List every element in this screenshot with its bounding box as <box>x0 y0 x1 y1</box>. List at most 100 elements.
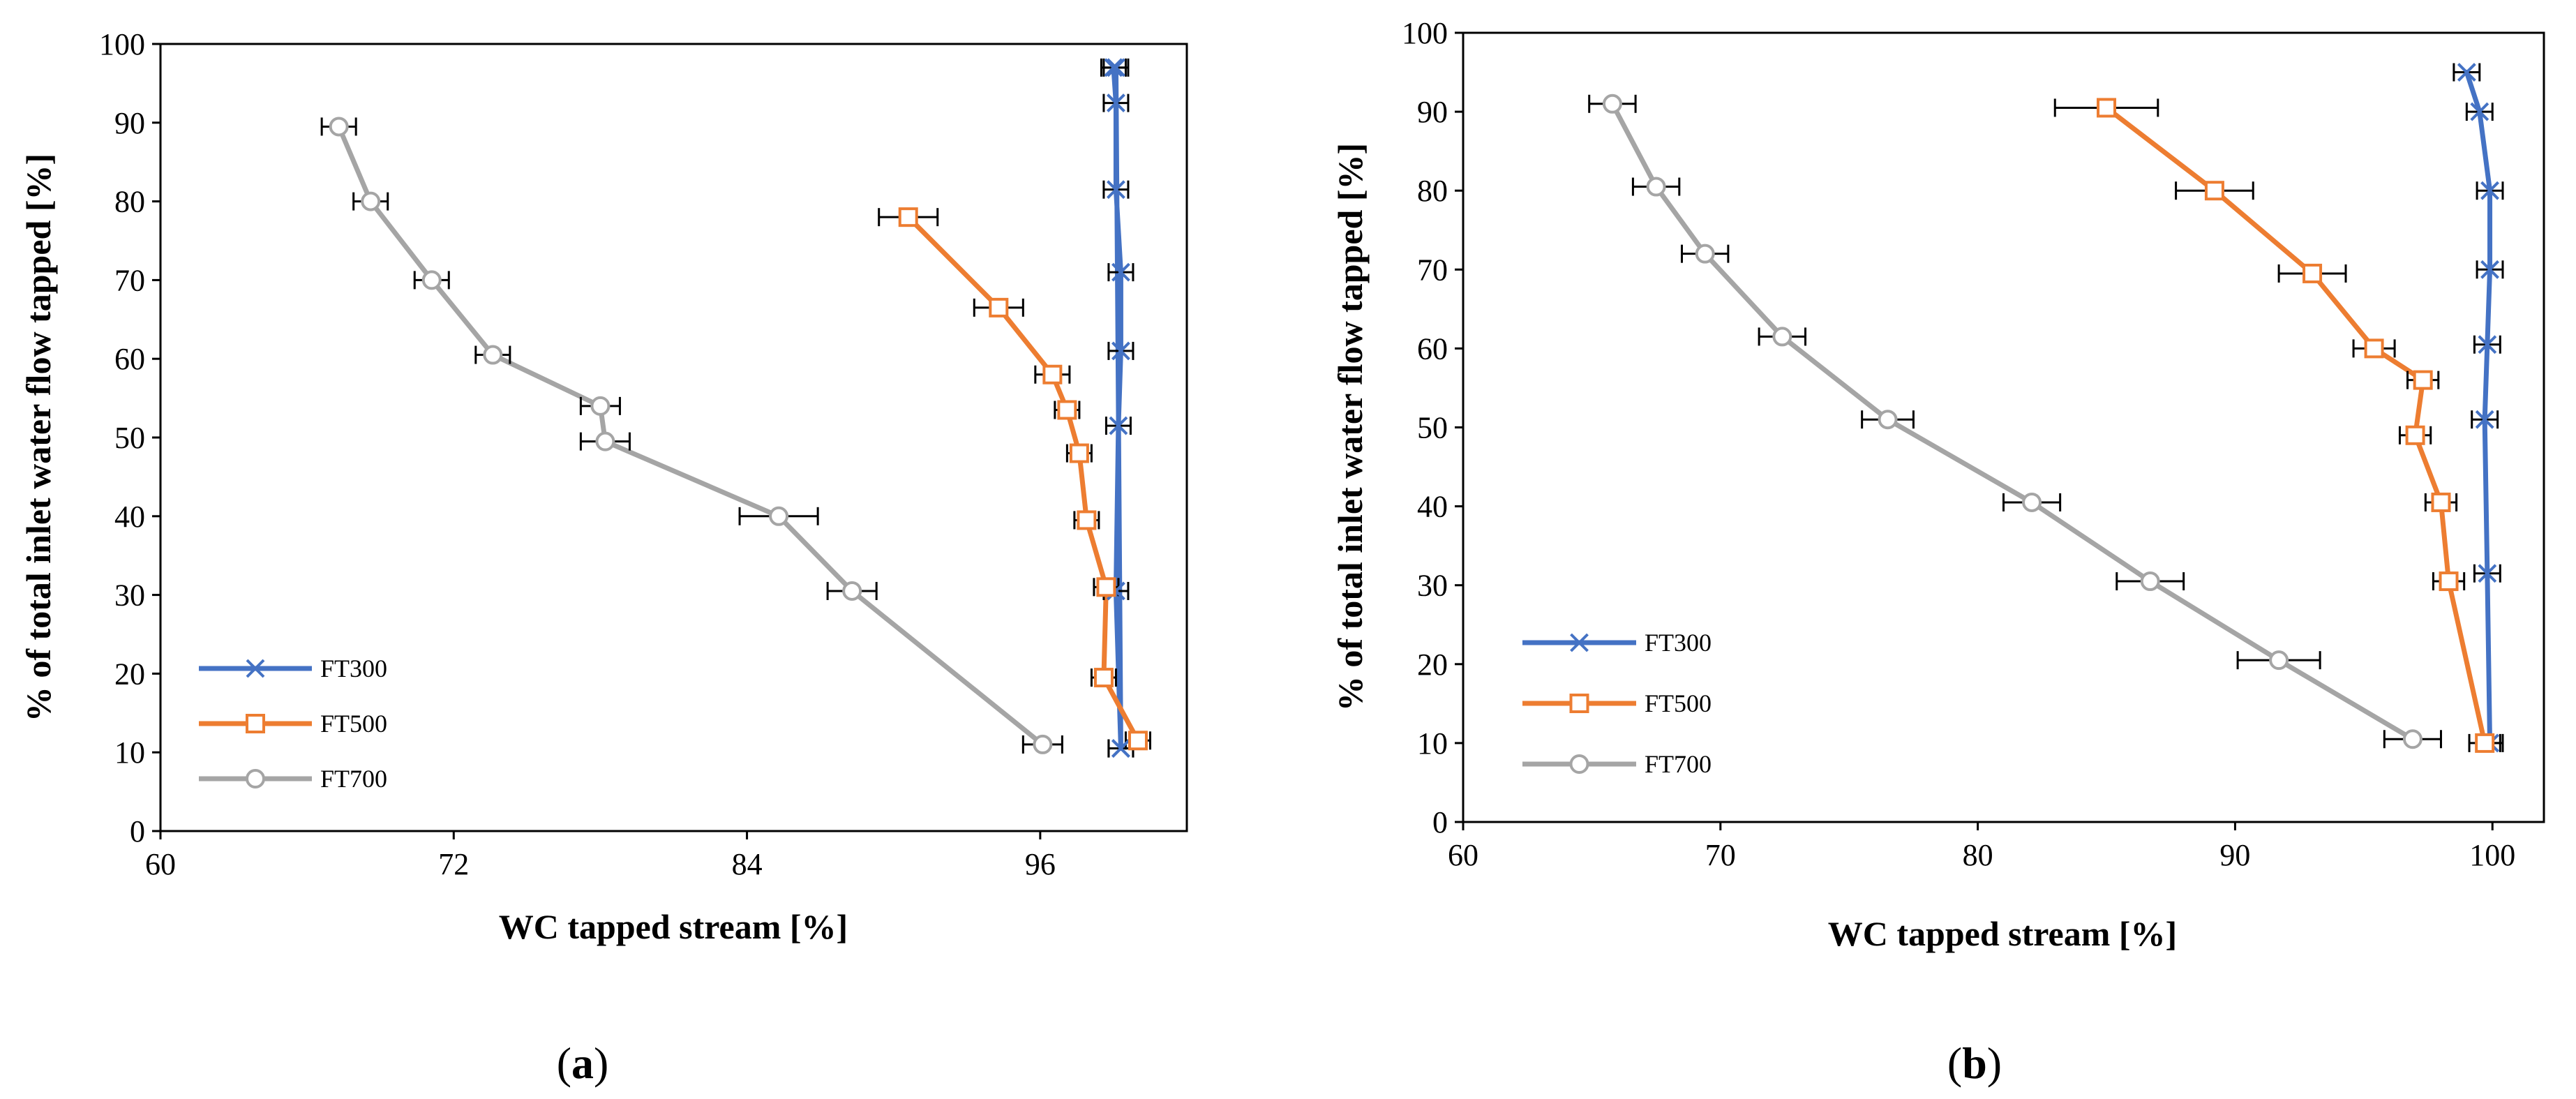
legend-entry-ft300: FT300 <box>199 655 387 682</box>
plot-area-a <box>159 43 1188 832</box>
panel-label-a: (a) <box>557 1038 609 1088</box>
x-axis-label-b: WC tapped stream [%] <box>1828 914 2177 953</box>
y-tick-label: 40 <box>114 500 145 534</box>
data-point-ft300 <box>1107 94 1125 113</box>
data-point-ft300 <box>1104 58 1123 77</box>
legend-label: FT500 <box>320 710 387 738</box>
y-tick-label: 0 <box>1432 805 1448 839</box>
svg-text:(b): (b) <box>1947 1038 2002 1088</box>
data-point-ft500 <box>2097 98 2117 118</box>
data-point-ft700 <box>1033 734 1053 754</box>
x-tick-label: 60 <box>145 847 176 881</box>
legend-b: FT300 FT500 FT700 <box>1522 629 1712 778</box>
data-point-ft500 <box>1128 731 1148 751</box>
y-tick-label: 50 <box>1417 411 1448 445</box>
chart-panel-a: 0 10 20 30 40 50 60 70 80 90 100 60 72 84 96 WC tappe… <box>19 27 1188 1088</box>
y-tick-label: 10 <box>1417 726 1448 761</box>
legend-marker <box>1569 754 1589 774</box>
y-tick-label: 70 <box>1417 253 1448 287</box>
y-tick-label: 0 <box>130 814 145 848</box>
legend-label: FT500 <box>1645 689 1712 717</box>
data-point-ft300 <box>1111 739 1130 758</box>
y-tick-label: 90 <box>114 106 145 140</box>
data-point-ft500 <box>2364 338 2384 359</box>
y-axis-label-b: % of total inlet water flow tapped [%] <box>1331 143 1370 711</box>
data-point-ft300 <box>1107 180 1125 200</box>
y-tick-label: 50 <box>114 421 145 455</box>
legend-entry-ft500: FT500 <box>199 710 387 738</box>
x-tick-label: 60 <box>1448 838 1478 872</box>
y-tick-label: 80 <box>114 185 145 219</box>
y-tick-label: 90 <box>1417 95 1448 129</box>
legend-label: FT700 <box>1645 750 1712 778</box>
data-point-ft300 <box>2480 181 2499 200</box>
data-point-ft700 <box>483 345 503 365</box>
legend-entry-ft700: FT700 <box>1522 750 1712 778</box>
legend-entry-ft300: FT300 <box>1522 629 1712 657</box>
data-point-ft700 <box>1602 94 1622 114</box>
panel-label-b: (b) <box>1947 1038 2002 1088</box>
x-tick-label: 96 <box>1025 847 1056 881</box>
legend-marker <box>1569 694 1589 713</box>
data-point-ft500 <box>1057 400 1077 420</box>
data-point-ft500 <box>1042 364 1063 384</box>
legend-label: FT300 <box>1645 629 1712 657</box>
data-point-ft500 <box>1077 510 1097 530</box>
data-point-ft700 <box>590 396 611 416</box>
x-tick-label: 70 <box>1705 838 1736 872</box>
y-tick-label: 60 <box>114 342 145 376</box>
data-point-ft300 <box>2478 564 2497 583</box>
x-tick-label: 84 <box>732 847 763 881</box>
data-point-ft700 <box>2269 650 2289 671</box>
chart-panel-b: 0 10 20 30 40 50 60 70 80 90 100 60 70 80 90 100 WC ta… <box>1331 16 2545 1088</box>
data-point-ft700 <box>1878 410 1898 430</box>
data-point-ft300 <box>2478 335 2497 354</box>
legend-label: FT300 <box>320 655 387 682</box>
y-tick-label: 30 <box>1417 569 1448 603</box>
legend-marker <box>246 714 265 733</box>
series-line-ft300 <box>2464 70 2493 746</box>
data-point-ft700 <box>421 270 442 290</box>
data-point-ft500 <box>898 207 918 227</box>
legend-entry-ft500: FT500 <box>1522 689 1712 717</box>
data-point-ft700 <box>2402 729 2423 749</box>
x-tick-label: 72 <box>438 847 469 881</box>
data-point-ft700 <box>361 191 381 211</box>
legend-entry-ft700: FT700 <box>199 765 387 793</box>
svg-text:(a): (a) <box>557 1038 609 1088</box>
data-point-ft300 <box>1111 341 1130 361</box>
data-point-ft700 <box>329 117 349 137</box>
x-tick-label: 80 <box>1963 838 1993 872</box>
data-point-ft500 <box>989 297 1009 317</box>
data-point-ft300 <box>1111 262 1130 282</box>
legend-marker <box>246 659 265 678</box>
y-tick-label: 80 <box>1417 174 1448 208</box>
y-tick-label: 20 <box>114 657 145 691</box>
x-tick-label: 90 <box>2219 838 2250 872</box>
y-tick-label: 40 <box>1417 490 1448 524</box>
data-point-ft500 <box>2204 181 2224 201</box>
data-point-ft700 <box>595 431 615 451</box>
y-tick-label: 20 <box>1417 648 1448 682</box>
y-tick-label: 10 <box>114 735 145 770</box>
data-point-ft300 <box>2457 63 2476 82</box>
y-tick-label: 100 <box>99 27 145 61</box>
data-point-ft500 <box>1069 443 1089 463</box>
data-point-ft500 <box>1093 668 1114 688</box>
data-point-ft500 <box>2413 370 2433 390</box>
legend-label: FT700 <box>320 765 387 793</box>
legend-a: FT300 FT500 FT700 <box>199 655 387 793</box>
y-tick-label: 30 <box>114 578 145 613</box>
legend-marker <box>246 769 265 788</box>
data-point-ft700 <box>2022 492 2042 512</box>
data-point-ft700 <box>1695 244 1715 264</box>
data-point-ft700 <box>1646 177 1666 197</box>
y-tick-label: 100 <box>1402 16 1448 50</box>
data-point-ft700 <box>1772 327 1792 347</box>
y-tick-label: 60 <box>1417 331 1448 366</box>
data-point-ft500 <box>2302 263 2323 283</box>
x-axis-label-a: WC tapped stream [%] <box>499 907 848 946</box>
data-point-ft300 <box>1107 58 1125 77</box>
data-point-ft300 <box>1109 416 1128 435</box>
